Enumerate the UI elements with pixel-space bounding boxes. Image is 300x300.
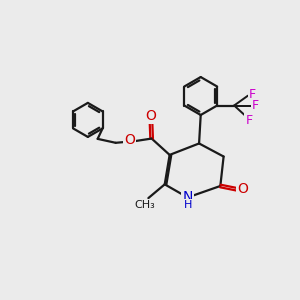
Text: H: H: [183, 200, 192, 210]
Text: O: O: [124, 133, 135, 147]
Text: F: F: [252, 99, 259, 112]
Text: F: F: [245, 114, 252, 127]
Text: F: F: [249, 88, 256, 100]
Text: O: O: [146, 109, 156, 123]
Text: CH₃: CH₃: [134, 200, 155, 210]
Text: N: N: [182, 190, 193, 204]
Text: O: O: [237, 182, 248, 196]
